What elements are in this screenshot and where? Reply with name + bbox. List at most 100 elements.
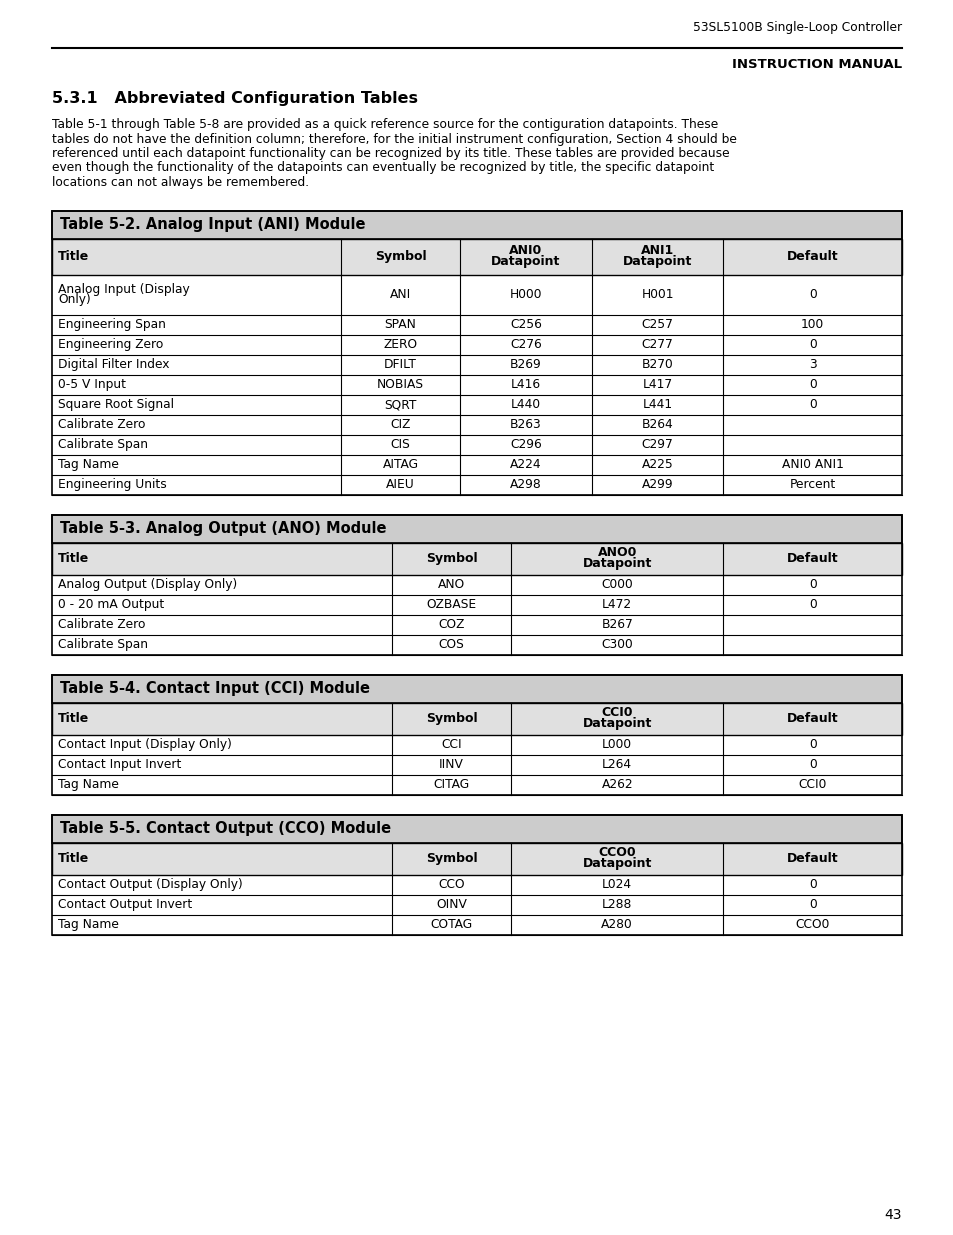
Text: Contact Input Invert: Contact Input Invert bbox=[58, 758, 181, 771]
Text: COZ: COZ bbox=[437, 618, 464, 631]
Text: A225: A225 bbox=[641, 458, 673, 471]
Text: Engineering Zero: Engineering Zero bbox=[58, 338, 163, 351]
Text: Contact Input (Display Only): Contact Input (Display Only) bbox=[58, 739, 232, 751]
Bar bbox=[52, 515, 901, 542]
Text: B264: B264 bbox=[641, 417, 673, 431]
Text: 0: 0 bbox=[808, 739, 816, 751]
Text: Table 5-4. Contact Input (CCI) Module: Table 5-4. Contact Input (CCI) Module bbox=[60, 680, 370, 697]
Text: Table 5-5. Contact Output (CCO) Module: Table 5-5. Contact Output (CCO) Module bbox=[60, 821, 391, 836]
Bar bbox=[52, 674, 901, 703]
Bar bbox=[52, 842, 901, 874]
Text: L288: L288 bbox=[601, 898, 632, 911]
Bar bbox=[52, 394, 901, 415]
Bar bbox=[52, 210, 901, 494]
Text: Engineering Units: Engineering Units bbox=[58, 478, 167, 492]
Text: C297: C297 bbox=[641, 438, 673, 451]
Text: Calibrate Zero: Calibrate Zero bbox=[58, 618, 146, 631]
Text: Contact Output (Display Only): Contact Output (Display Only) bbox=[58, 878, 242, 890]
Text: 5.3.1   Abbreviated Configuration Tables: 5.3.1 Abbreviated Configuration Tables bbox=[52, 90, 417, 105]
Text: OZBASE: OZBASE bbox=[426, 598, 476, 611]
Bar bbox=[52, 703, 901, 735]
Text: B269: B269 bbox=[510, 358, 541, 370]
Text: L024: L024 bbox=[601, 878, 632, 890]
Text: CIZ: CIZ bbox=[390, 417, 410, 431]
Text: H001: H001 bbox=[640, 288, 673, 301]
Text: SQRT: SQRT bbox=[384, 398, 416, 411]
Text: ANI0 ANI1: ANI0 ANI1 bbox=[781, 458, 842, 471]
Text: Symbol: Symbol bbox=[425, 713, 476, 725]
Text: Default: Default bbox=[786, 852, 838, 864]
Text: Title: Title bbox=[58, 249, 90, 263]
Text: 0: 0 bbox=[808, 758, 816, 771]
Text: AITAG: AITAG bbox=[382, 458, 418, 471]
Text: L472: L472 bbox=[601, 598, 632, 611]
Bar bbox=[52, 874, 901, 894]
Text: DFILT: DFILT bbox=[384, 358, 416, 370]
Bar bbox=[52, 374, 901, 394]
Bar bbox=[52, 542, 901, 574]
Text: Table 5-2. Analog Input (ANI) Module: Table 5-2. Analog Input (ANI) Module bbox=[60, 217, 365, 232]
Bar bbox=[52, 415, 901, 435]
Text: B267: B267 bbox=[600, 618, 633, 631]
Bar bbox=[52, 315, 901, 335]
Text: ANO0: ANO0 bbox=[597, 547, 637, 559]
Text: B263: B263 bbox=[510, 417, 541, 431]
Text: Datapoint: Datapoint bbox=[582, 857, 651, 871]
Text: Table 5-3. Analog Output (ANO) Module: Table 5-3. Analog Output (ANO) Module bbox=[60, 521, 386, 536]
Text: B270: B270 bbox=[641, 358, 673, 370]
Text: CCI: CCI bbox=[440, 739, 461, 751]
Text: C277: C277 bbox=[641, 338, 673, 351]
Text: C000: C000 bbox=[600, 578, 633, 592]
Text: 0: 0 bbox=[808, 898, 816, 911]
Text: CCI0: CCI0 bbox=[601, 706, 633, 720]
Text: 3: 3 bbox=[808, 358, 816, 370]
Text: SPAN: SPAN bbox=[384, 317, 416, 331]
Text: Datapoint: Datapoint bbox=[582, 557, 651, 571]
Text: tables do not have the definition column; therefore, for the initial instrument : tables do not have the definition column… bbox=[52, 132, 736, 146]
Text: Default: Default bbox=[786, 249, 838, 263]
Text: L000: L000 bbox=[601, 739, 632, 751]
Text: Engineering Span: Engineering Span bbox=[58, 317, 166, 331]
Text: CCO: CCO bbox=[437, 878, 464, 890]
Text: A262: A262 bbox=[600, 778, 633, 790]
Text: ANO: ANO bbox=[437, 578, 465, 592]
Text: CCO0: CCO0 bbox=[795, 918, 829, 931]
Text: L440: L440 bbox=[510, 398, 540, 411]
Text: A299: A299 bbox=[641, 478, 673, 492]
Text: Tag Name: Tag Name bbox=[58, 458, 119, 471]
Text: Calibrate Span: Calibrate Span bbox=[58, 438, 148, 451]
Text: INSTRUCTION MANUAL: INSTRUCTION MANUAL bbox=[731, 58, 901, 72]
Text: ANI0: ANI0 bbox=[509, 245, 542, 258]
Bar bbox=[52, 274, 901, 315]
Text: referenced until each datapoint functionality can be recognized by its title. Th: referenced until each datapoint function… bbox=[52, 147, 729, 161]
Text: C257: C257 bbox=[641, 317, 673, 331]
Bar bbox=[52, 210, 901, 238]
Text: Default: Default bbox=[786, 713, 838, 725]
Bar bbox=[52, 594, 901, 615]
Text: CITAG: CITAG bbox=[433, 778, 469, 790]
Text: Datapoint: Datapoint bbox=[491, 256, 560, 268]
Text: Table 5-1 through Table 5-8 are provided as a quick reference source for the con: Table 5-1 through Table 5-8 are provided… bbox=[52, 119, 718, 131]
Bar bbox=[52, 815, 901, 935]
Text: ANI1: ANI1 bbox=[640, 245, 674, 258]
Text: CCI0: CCI0 bbox=[798, 778, 826, 790]
Text: 0-5 V Input: 0-5 V Input bbox=[58, 378, 126, 391]
Bar bbox=[52, 435, 901, 454]
Text: 0: 0 bbox=[808, 398, 816, 411]
Text: L417: L417 bbox=[642, 378, 672, 391]
Text: 43: 43 bbox=[883, 1208, 901, 1221]
Bar bbox=[52, 774, 901, 794]
Text: Tag Name: Tag Name bbox=[58, 918, 119, 931]
Text: IINV: IINV bbox=[438, 758, 463, 771]
Bar bbox=[52, 574, 901, 594]
Bar bbox=[52, 635, 901, 655]
Text: Analog Input (Display: Analog Input (Display bbox=[58, 283, 190, 295]
Bar bbox=[52, 735, 901, 755]
Bar bbox=[52, 335, 901, 354]
Text: AIEU: AIEU bbox=[386, 478, 415, 492]
Bar bbox=[52, 815, 901, 842]
Bar bbox=[52, 914, 901, 935]
Text: 0: 0 bbox=[808, 598, 816, 611]
Text: locations can not always be remembered.: locations can not always be remembered. bbox=[52, 177, 309, 189]
Text: Datapoint: Datapoint bbox=[582, 718, 651, 730]
